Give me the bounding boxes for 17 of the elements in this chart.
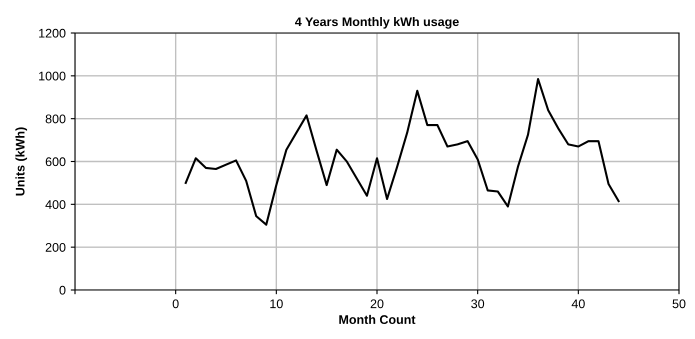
x-axis-title: Month Count: [339, 314, 416, 324]
y-tick-label: 600: [46, 157, 66, 166]
x-tick-label: 40: [572, 299, 585, 308]
y-tick-label: 800: [46, 114, 66, 124]
line-series: [184, 78, 620, 226]
y-axis-title: Units (kWh): [15, 127, 28, 196]
y-tick-label: 1000: [39, 72, 66, 80]
x-tick-label: 10: [270, 299, 283, 308]
y-tick-label: 400: [45, 200, 66, 209]
y-tick-label: 1200: [39, 28, 66, 38]
y-tick-label: 200: [46, 242, 66, 252]
x-tick-label: 0: [172, 299, 179, 308]
x-tick-label: 50: [672, 299, 686, 308]
x-tick-label: 20: [370, 299, 384, 308]
chart-title: 4 Years Monthly kWh usage: [294, 16, 459, 29]
y-tick-label: 0: [60, 286, 66, 295]
x-tick-label: 30: [471, 299, 484, 308]
